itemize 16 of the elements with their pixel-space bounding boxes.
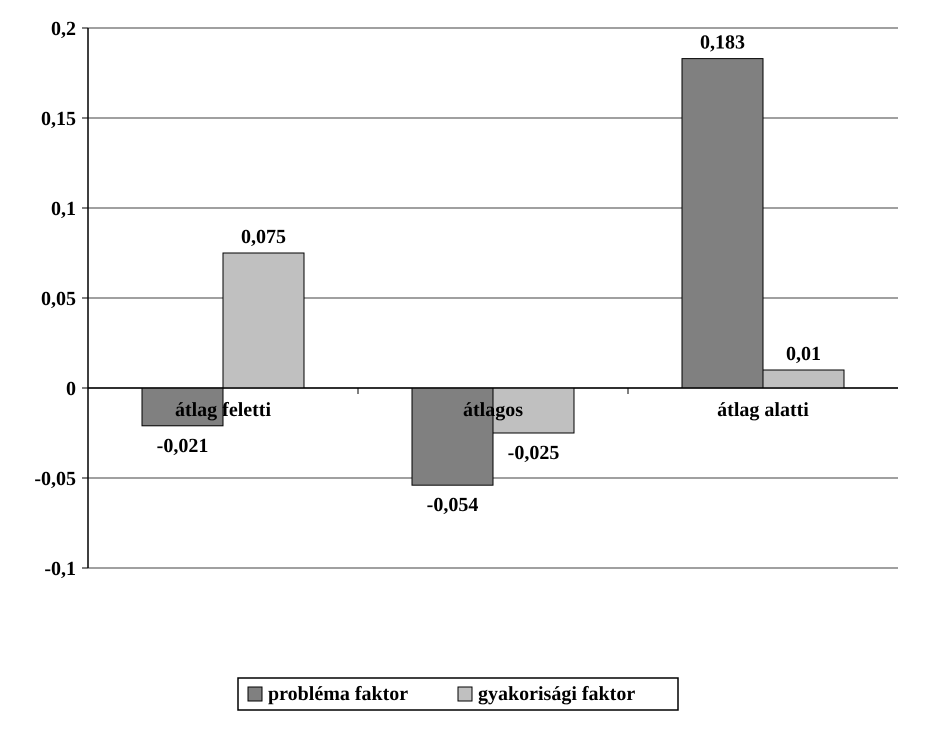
data-label: -0,025 — [508, 442, 560, 464]
data-label: -0,054 — [426, 494, 478, 516]
y-tick-label: 0,05 — [41, 288, 76, 310]
legend-label: gyakorisági faktor — [478, 683, 636, 705]
y-tick-label: 0,1 — [51, 198, 76, 220]
data-label: -0,021 — [156, 434, 208, 457]
y-tick-label: -0,1 — [44, 558, 76, 580]
data-label: 0,01 — [786, 343, 821, 365]
y-tick-label: 0 — [66, 378, 76, 400]
y-tick-label: 0,15 — [41, 108, 76, 130]
data-label: 0,183 — [700, 32, 745, 54]
y-tick-label: 0,2 — [51, 18, 76, 40]
y-tick-label: -0,05 — [34, 468, 76, 490]
data-label: 0,075 — [241, 226, 286, 248]
x-tick-label: átlag alatti — [717, 399, 810, 421]
legend-label: probléma faktor — [268, 683, 408, 705]
